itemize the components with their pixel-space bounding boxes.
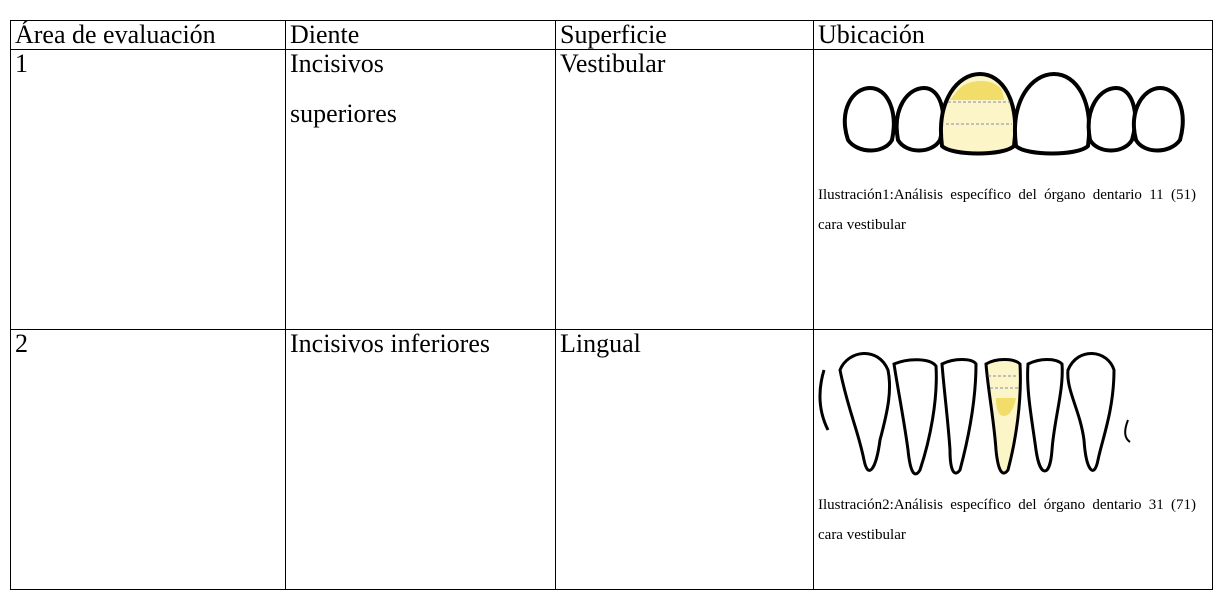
row: 2 Incisivos inferiores Lingual Ilustraci… bbox=[10, 329, 1213, 590]
cell-text: Incisivos superiores bbox=[290, 49, 397, 128]
header-cell: Diente bbox=[285, 20, 556, 50]
header-cell: Superficie bbox=[555, 20, 814, 50]
evaluation-table: Área de evaluación Diente Superficie Ubi… bbox=[10, 20, 1213, 590]
cell: Ilustración1:Análisis específico del órg… bbox=[813, 49, 1213, 330]
caption: Ilustración1:Análisis específico del órg… bbox=[818, 187, 1196, 233]
cell: Incisivos inferiores bbox=[285, 329, 556, 590]
lower-teeth-illustration bbox=[818, 352, 1131, 476]
header-cell: Área de evaluación bbox=[10, 20, 286, 50]
cell: Ilustración2:Análisis específico del órg… bbox=[813, 329, 1213, 590]
header-cell: Ubicación bbox=[813, 20, 1213, 50]
header-row: Área de evaluación Diente Superficie Ubi… bbox=[10, 20, 1213, 50]
cell: Incisivos superiores bbox=[285, 49, 556, 330]
row: 1 Incisivos superiores Vestibular Ilustr… bbox=[10, 49, 1213, 330]
cell: 1 bbox=[10, 49, 286, 330]
cell: 2 bbox=[10, 329, 286, 590]
cell: Vestibular bbox=[555, 49, 814, 330]
upper-teeth-illustration bbox=[842, 71, 1185, 156]
caption: Ilustración2:Análisis específico del órg… bbox=[818, 497, 1196, 543]
cell: Lingual bbox=[555, 329, 814, 590]
